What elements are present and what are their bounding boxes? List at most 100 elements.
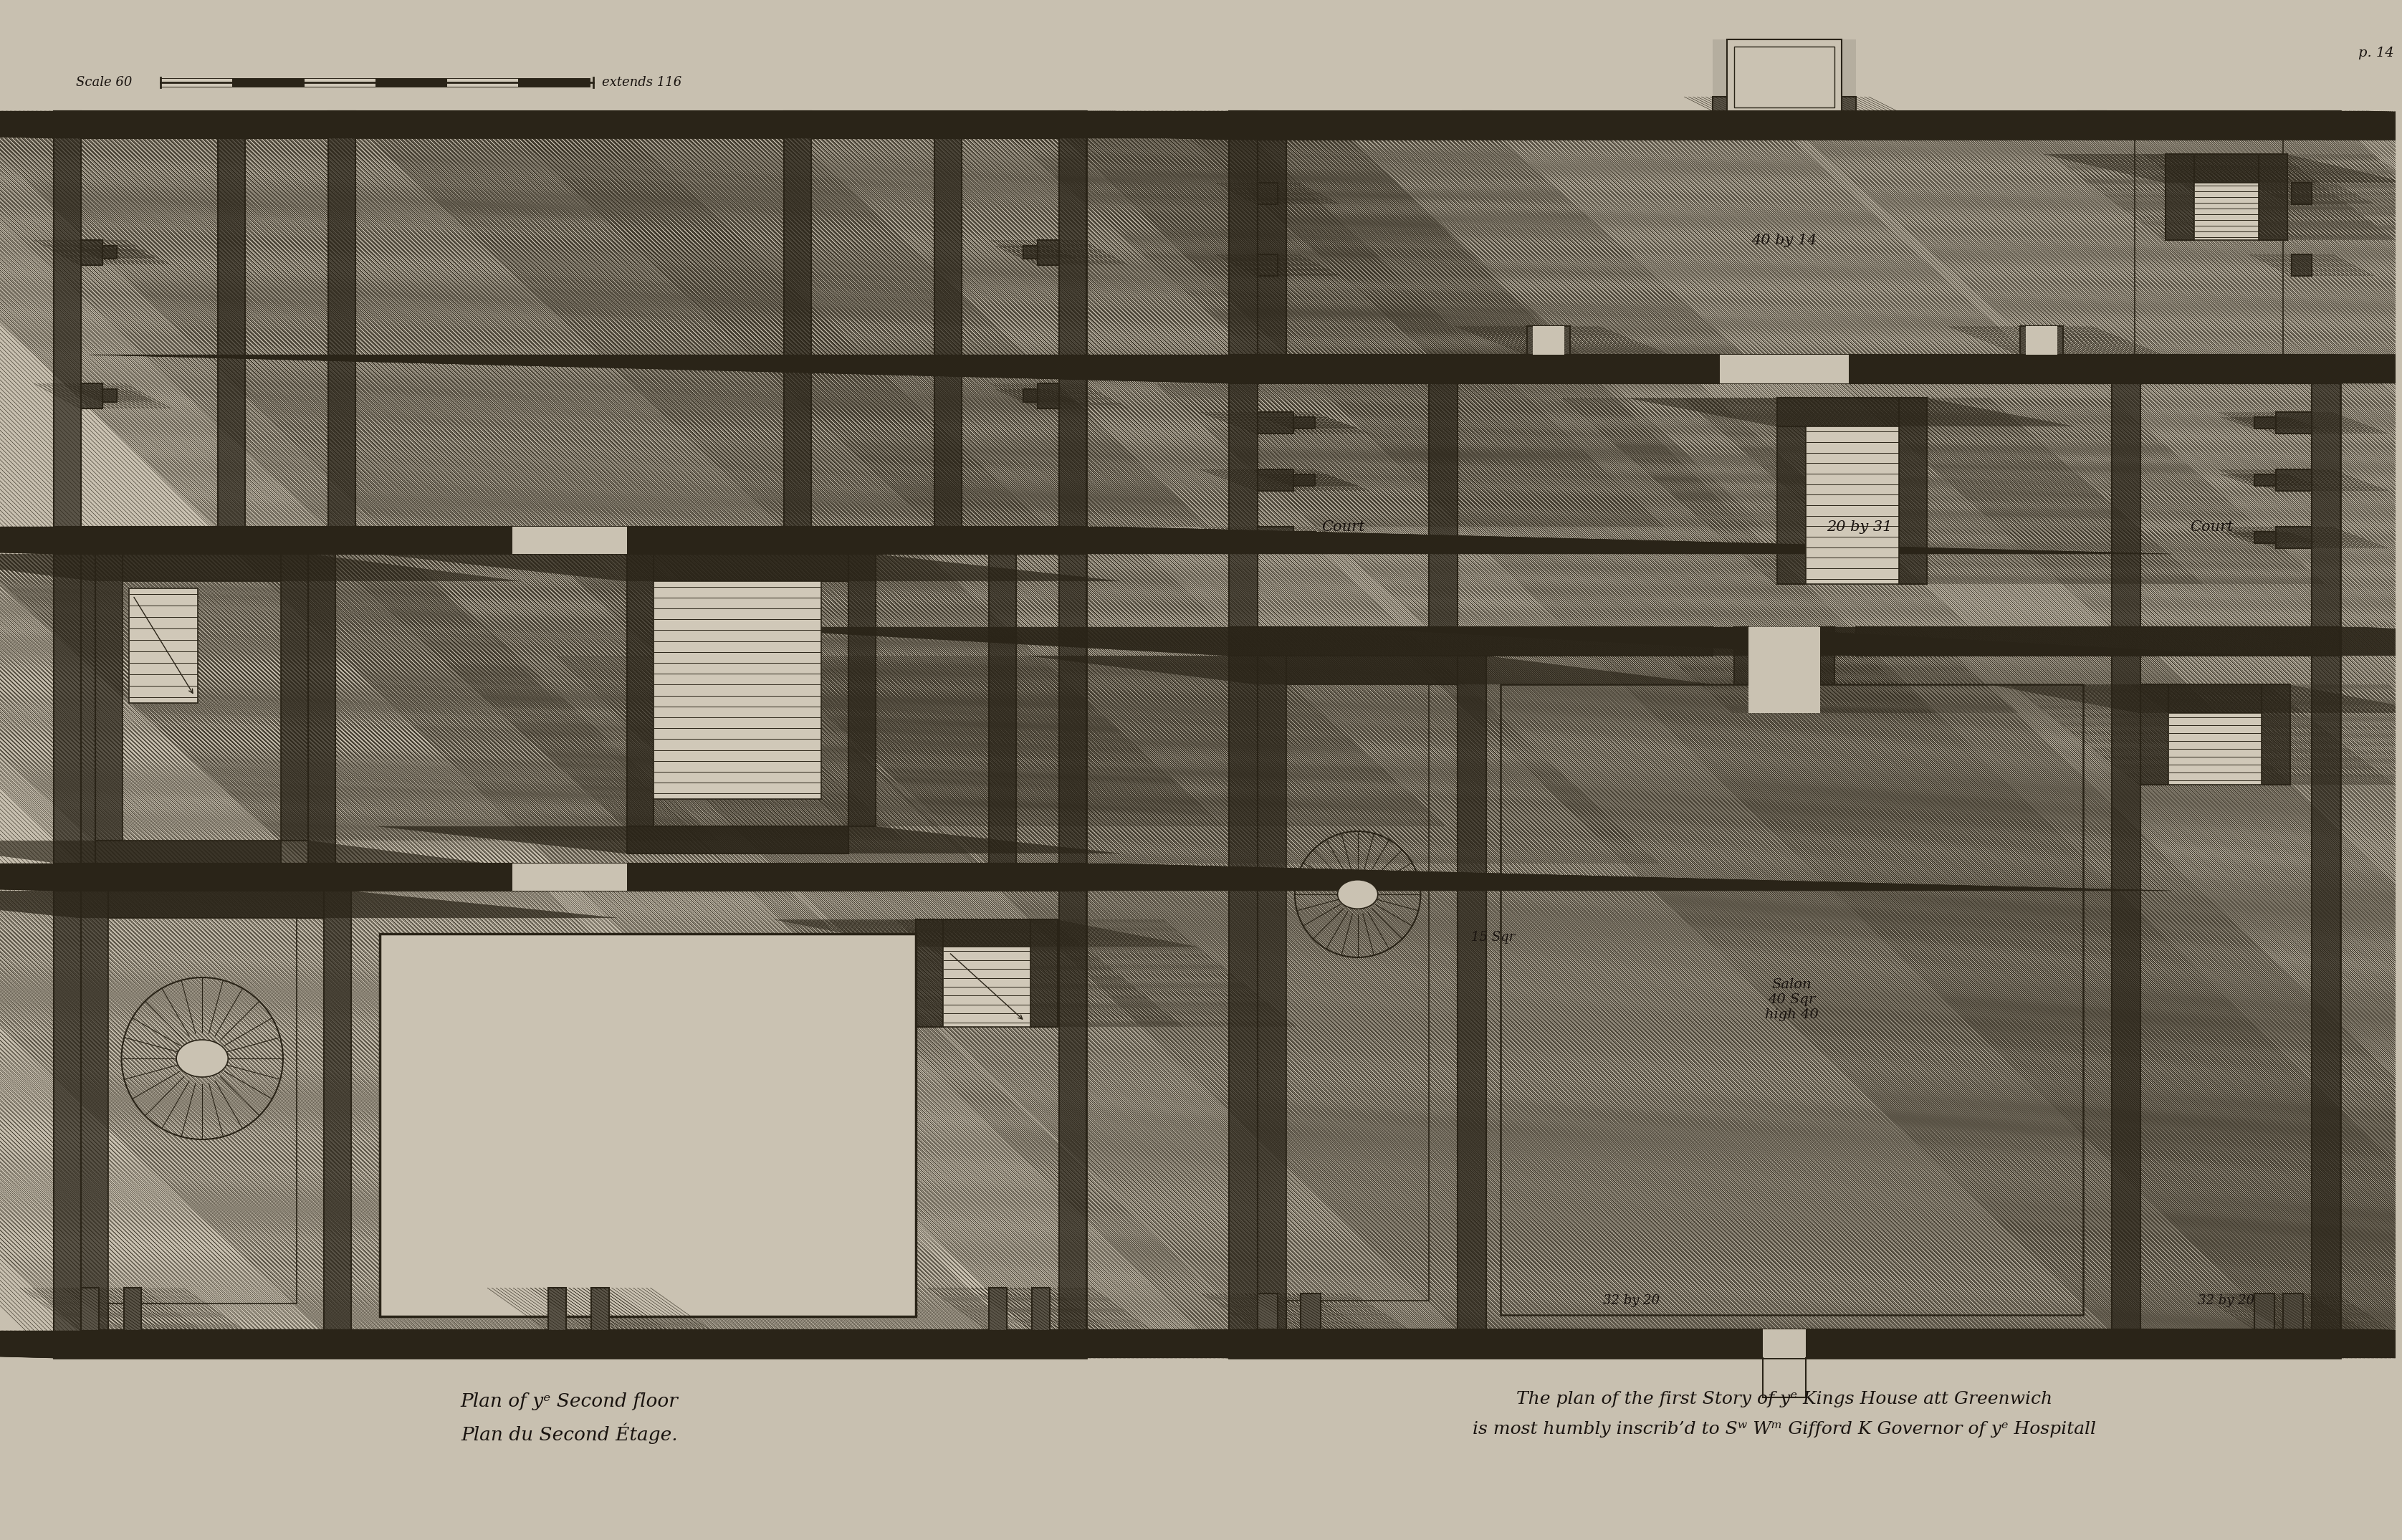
Text: 15 Sqr: 15 Sqr — [1472, 930, 1516, 944]
Bar — [2111, 383, 2140, 627]
Bar — [2169, 713, 2263, 785]
Bar — [82, 383, 103, 408]
Bar — [1259, 470, 1292, 491]
Bar — [2255, 474, 2277, 485]
Bar — [1259, 413, 1292, 434]
Bar — [96, 554, 281, 581]
Text: 32 by 20: 32 by 20 — [2198, 1294, 2253, 1307]
Bar — [123, 1287, 142, 1331]
Bar — [53, 111, 82, 1358]
Bar — [53, 527, 1086, 554]
Bar — [1429, 383, 1458, 627]
Bar — [1713, 97, 1727, 111]
Bar — [2255, 417, 2277, 428]
Bar — [82, 240, 103, 265]
Bar — [1230, 1329, 2340, 1358]
Bar — [2025, 326, 2056, 354]
Bar — [2167, 154, 2195, 240]
Bar — [1259, 527, 1292, 548]
Bar — [82, 1287, 98, 1331]
Bar — [447, 79, 519, 86]
Bar — [1230, 111, 1259, 1358]
Bar — [1806, 427, 1898, 584]
Bar — [1734, 46, 1835, 108]
Bar — [303, 79, 375, 86]
Bar — [130, 588, 197, 702]
Bar — [1727, 40, 1842, 111]
Text: p. 14: p. 14 — [2359, 46, 2395, 60]
Circle shape — [401, 115, 423, 136]
Bar — [103, 246, 115, 259]
Bar — [355, 139, 783, 527]
Bar — [1023, 390, 1038, 402]
Bar — [96, 554, 123, 841]
Bar — [2311, 111, 2340, 1358]
Bar — [82, 890, 108, 1331]
Bar — [2111, 656, 2140, 1329]
Bar — [233, 79, 303, 86]
Bar — [1230, 354, 2340, 383]
Bar — [1532, 326, 1564, 354]
Bar — [1259, 140, 2311, 1329]
Bar — [281, 554, 307, 841]
Bar — [1842, 97, 1857, 111]
Bar — [627, 554, 653, 827]
Bar — [2255, 1294, 2275, 1329]
Bar — [1230, 627, 1713, 656]
Bar — [82, 554, 96, 864]
Bar — [161, 79, 233, 86]
Text: Plan of yᵉ Second floor: Plan of yᵉ Second floor — [461, 1392, 677, 1411]
Bar — [1292, 417, 1314, 428]
Bar — [627, 827, 848, 853]
Bar — [1259, 183, 1278, 205]
Bar — [2282, 1294, 2304, 1329]
Bar — [1857, 627, 2340, 656]
Bar — [2292, 254, 2311, 276]
Bar — [96, 841, 281, 869]
Bar — [82, 890, 324, 918]
Bar — [1501, 684, 2083, 1315]
Bar — [1038, 240, 1059, 265]
Bar — [1898, 397, 1926, 584]
Bar — [591, 1287, 608, 1331]
Circle shape — [723, 115, 745, 136]
Bar — [1292, 474, 1314, 485]
Bar — [2277, 527, 2311, 548]
Bar — [519, 79, 588, 86]
Bar — [783, 111, 812, 527]
Bar — [1749, 627, 1821, 713]
Bar — [653, 581, 821, 799]
Bar — [2277, 413, 2311, 434]
Bar — [1023, 246, 1038, 259]
Bar — [1259, 140, 1285, 354]
Bar — [1492, 140, 2078, 354]
Bar — [2277, 470, 2311, 491]
Bar — [324, 890, 351, 1331]
Bar — [1259, 254, 1278, 276]
Bar — [82, 139, 1059, 1331]
Text: Scale 60: Scale 60 — [77, 75, 132, 89]
Text: extends 116: extends 116 — [600, 75, 682, 89]
Bar — [2140, 684, 2263, 713]
Bar — [2135, 140, 2282, 354]
Bar — [53, 111, 1086, 139]
Bar — [2258, 154, 2287, 240]
Circle shape — [737, 115, 757, 136]
Bar — [380, 933, 915, 1317]
Bar — [2255, 531, 2277, 544]
Circle shape — [521, 115, 543, 136]
Bar — [548, 1287, 567, 1331]
Bar — [1458, 656, 1487, 1329]
Bar — [848, 554, 874, 827]
Text: Plan du Second Étage.: Plan du Second Étage. — [461, 1423, 677, 1445]
Bar — [1259, 656, 1458, 684]
Text: 32 by 20: 32 by 20 — [1602, 1294, 1660, 1307]
Bar — [2020, 326, 2063, 354]
Bar — [1259, 656, 1285, 1329]
Bar — [1713, 40, 1857, 125]
Bar — [1734, 627, 1749, 713]
Bar — [1059, 111, 1086, 1358]
Bar — [123, 581, 281, 841]
Bar — [2140, 684, 2169, 785]
Bar — [915, 919, 944, 1027]
